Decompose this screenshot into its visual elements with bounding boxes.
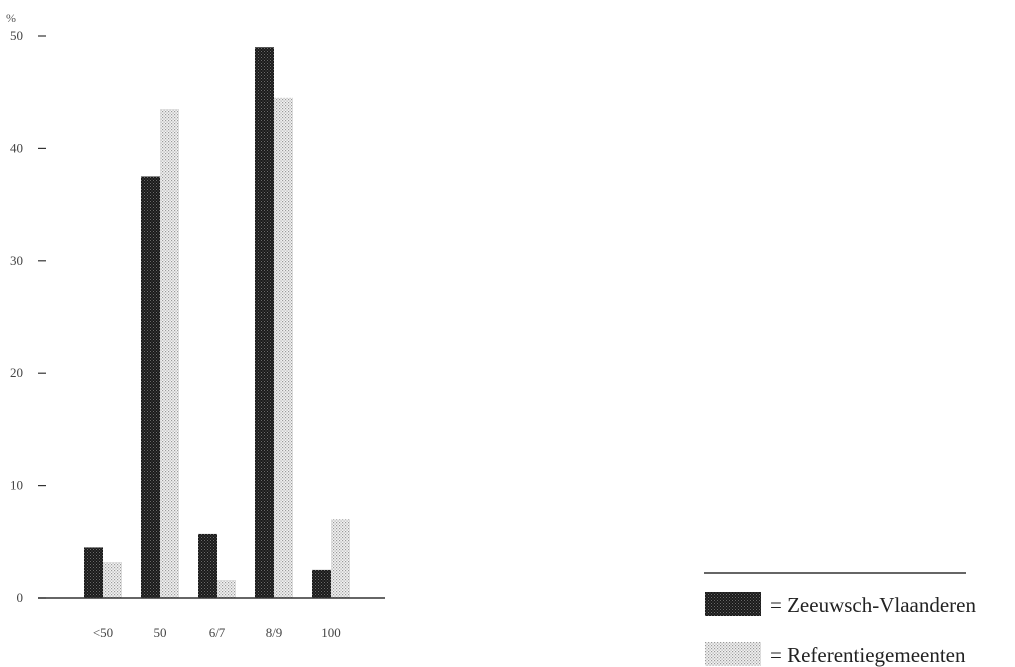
bars [84, 47, 350, 599]
y-tick-label: 30 [10, 253, 23, 268]
bar-zeeuwsch-vlaanderen [312, 569, 331, 598]
y-tick-label: 0 [17, 590, 24, 605]
x-tick-label: 6/7 [209, 625, 226, 640]
bar-referentiegemeenten [217, 580, 236, 598]
bar-zeeuwsch-vlaanderen [141, 176, 160, 598]
bar-referentiegemeenten [103, 562, 122, 598]
x-tick-label: 50 [154, 625, 167, 640]
legend-swatch-zeeuwsch-vlaanderen [705, 592, 761, 616]
legend-label-referentiegemeenten: = Referentiegemeenten [770, 643, 966, 667]
bar-referentiegemeenten [160, 109, 179, 598]
y-axis-unit-label: % [6, 11, 16, 25]
x-tick-label: 100 [321, 625, 341, 640]
bar-referentiegemeenten [274, 97, 293, 598]
x-tick-label: 8/9 [266, 625, 283, 640]
bar-referentiegemeenten [331, 519, 350, 598]
bar-zeeuwsch-vlaanderen [198, 533, 217, 598]
y-tick-label: 20 [10, 365, 23, 380]
x-axis-labels: <50 50 6/7 8/9 100 [93, 625, 341, 640]
y-tick-label: 50 [10, 28, 23, 43]
bar-zeeuwsch-vlaanderen [255, 47, 274, 599]
legend: = Zeeuwsch-Vlaanderen = Referentiegemeen… [704, 572, 976, 667]
legend-swatch-referentiegemeenten [705, 642, 761, 666]
bar-zeeuwsch-vlaanderen [84, 547, 103, 598]
x-tick-label: <50 [93, 625, 113, 640]
y-tick-label: 10 [10, 478, 23, 493]
y-axis: 0 10 20 30 40 50 [10, 28, 46, 605]
y-tick-label: 40 [10, 140, 23, 155]
legend-label-zeeuwsch-vlaanderen: = Zeeuwsch-Vlaanderen [770, 593, 976, 617]
